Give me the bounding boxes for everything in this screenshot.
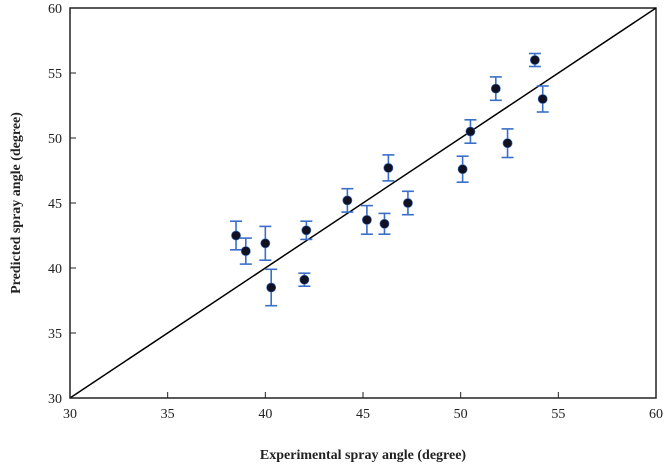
x-tick-label: 40 xyxy=(258,407,272,422)
reference-line-y-equals-x xyxy=(69,7,657,399)
data-point xyxy=(301,225,312,236)
data-point-group xyxy=(401,190,414,216)
data-point-group xyxy=(239,237,252,265)
data-point xyxy=(490,83,501,94)
x-tick-label: 55 xyxy=(551,407,565,422)
data-point-group xyxy=(265,268,278,307)
y-axis-ticks: 30 35 40 45 50 55 60 xyxy=(48,2,76,407)
data-point xyxy=(342,195,353,206)
data-point xyxy=(529,55,540,65)
data-point xyxy=(240,246,251,256)
x-axis-title: Experimental spray angle (degree) xyxy=(260,448,467,463)
x-axis-ticks: 30 35 40 45 50 55 60 xyxy=(63,392,663,422)
data-point-group xyxy=(300,220,313,241)
data-point-group xyxy=(489,76,502,102)
data-point xyxy=(362,214,372,225)
data-point xyxy=(457,164,468,175)
data-point xyxy=(403,198,413,208)
y-tick-label: 30 xyxy=(48,392,62,407)
x-tick-label: 60 xyxy=(649,407,663,422)
data-point-group xyxy=(382,154,395,182)
data-point-group xyxy=(230,220,243,251)
data-point-group xyxy=(378,212,391,235)
data-point-group xyxy=(298,272,311,288)
x-tick-label: 45 xyxy=(356,407,370,422)
y-tick-label: 35 xyxy=(48,327,62,342)
y-tick-label: 60 xyxy=(48,2,62,17)
data-point-group xyxy=(501,128,514,159)
data-point-group xyxy=(360,204,373,235)
data-point-group xyxy=(259,225,272,262)
x-tick-label: 35 xyxy=(161,407,175,422)
data-point xyxy=(465,126,476,137)
x-tick-label: 30 xyxy=(63,407,77,422)
y-axis-title: Predicted spray angle (degree) xyxy=(9,112,24,294)
data-point xyxy=(266,282,277,293)
data-point-group xyxy=(464,119,477,144)
data-point xyxy=(537,94,548,104)
data-points xyxy=(230,52,549,307)
data-point xyxy=(502,138,513,149)
y-tick-label: 50 xyxy=(48,132,62,147)
y-tick-label: 40 xyxy=(48,262,62,277)
y-tick-label: 45 xyxy=(48,197,62,212)
data-point-group xyxy=(341,187,354,213)
y-tick-label: 55 xyxy=(48,67,62,82)
data-point xyxy=(383,162,394,173)
x-tick-label: 50 xyxy=(454,407,468,422)
data-point-group xyxy=(528,52,541,68)
data-point xyxy=(379,218,390,229)
data-point-group xyxy=(536,85,549,113)
data-point xyxy=(231,230,241,241)
data-point-group xyxy=(456,155,469,183)
data-point xyxy=(260,238,271,249)
data-point xyxy=(299,274,310,285)
